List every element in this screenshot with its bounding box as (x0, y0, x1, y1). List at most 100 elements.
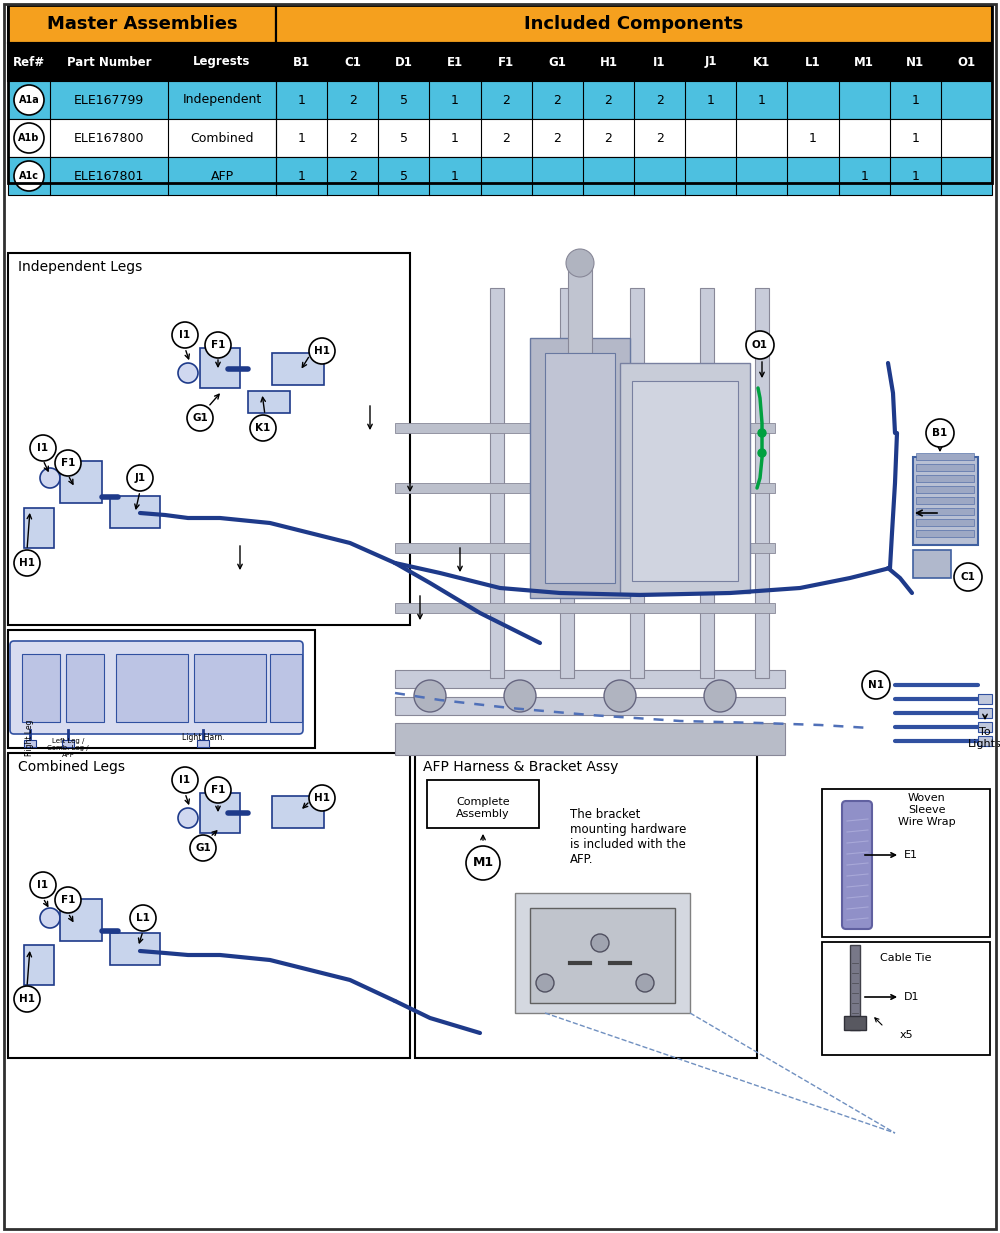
Bar (8, 120, 992, 157)
Circle shape (190, 835, 216, 861)
Circle shape (536, 974, 554, 993)
Bar (978, 694, 992, 704)
Bar (916, 508, 974, 515)
Text: N1: N1 (906, 55, 924, 69)
Bar (916, 519, 974, 526)
Text: L1: L1 (805, 55, 821, 69)
Text: 2: 2 (656, 94, 664, 106)
Bar (200, 348, 240, 388)
Circle shape (250, 416, 276, 441)
Circle shape (30, 435, 56, 461)
Text: 2: 2 (656, 132, 664, 144)
Bar (272, 353, 324, 385)
Bar (8, 81, 992, 120)
Circle shape (636, 974, 654, 993)
Circle shape (309, 785, 335, 811)
Bar (632, 381, 738, 581)
Text: ELE167800: ELE167800 (74, 132, 144, 144)
Bar (395, 423, 775, 433)
Text: H1: H1 (19, 994, 35, 1004)
Text: AFP: AFP (210, 169, 234, 182)
Circle shape (205, 332, 231, 358)
Bar (620, 363, 750, 593)
Text: Right Leg: Right Leg (26, 720, 34, 756)
Bar (60, 899, 102, 941)
Text: Part Number: Part Number (67, 55, 151, 69)
Text: Left Leg /
Comb. Leg /
AFP: Left Leg / Comb. Leg / AFP (47, 739, 89, 758)
Text: ELE167799: ELE167799 (74, 94, 144, 106)
Bar (194, 653, 266, 723)
Bar (530, 907, 675, 1002)
Circle shape (40, 469, 60, 488)
Bar (490, 289, 504, 678)
Bar (530, 338, 630, 598)
Text: 1: 1 (758, 94, 766, 106)
Circle shape (172, 322, 198, 348)
Circle shape (30, 872, 56, 898)
Circle shape (14, 85, 44, 115)
Circle shape (14, 162, 44, 191)
Circle shape (127, 465, 153, 491)
Bar (24, 944, 54, 985)
Text: E1: E1 (904, 850, 918, 859)
Bar (395, 697, 785, 715)
Text: G1: G1 (548, 55, 566, 69)
Circle shape (187, 404, 213, 432)
Bar (978, 708, 992, 718)
Circle shape (862, 671, 890, 699)
Bar (24, 740, 36, 747)
Bar (916, 530, 974, 538)
Text: 1: 1 (911, 94, 919, 106)
Bar (427, 780, 539, 829)
Text: A1b: A1b (18, 133, 40, 143)
Text: AFP Harness & Bracket Assy: AFP Harness & Bracket Assy (423, 760, 618, 774)
Text: J1: J1 (704, 55, 717, 69)
Circle shape (746, 330, 774, 359)
Bar (850, 944, 860, 1030)
Text: 2: 2 (349, 94, 357, 106)
Circle shape (758, 429, 766, 436)
Circle shape (604, 681, 636, 711)
Bar (197, 740, 209, 747)
Bar (978, 736, 992, 746)
Bar (270, 653, 302, 723)
Bar (978, 723, 992, 732)
Text: 5: 5 (400, 169, 408, 182)
Text: Combined Legs: Combined Legs (18, 760, 125, 774)
Circle shape (466, 846, 500, 880)
Bar (395, 543, 775, 552)
Circle shape (414, 681, 446, 711)
Text: F1: F1 (498, 55, 514, 69)
Bar (916, 497, 974, 504)
Text: G1: G1 (192, 413, 208, 423)
Text: Combined: Combined (190, 132, 254, 144)
Text: 1: 1 (298, 169, 306, 182)
Circle shape (40, 907, 60, 928)
Bar (110, 933, 160, 965)
Bar (66, 653, 104, 723)
Text: 2: 2 (604, 94, 612, 106)
Bar (22, 653, 60, 723)
Text: L1: L1 (136, 912, 150, 924)
Bar (116, 653, 188, 723)
Text: 5: 5 (400, 94, 408, 106)
Text: The bracket
mounting hardware
is included with the
AFP.: The bracket mounting hardware is include… (570, 808, 686, 866)
Text: 2: 2 (349, 169, 357, 182)
Bar (916, 453, 974, 460)
Circle shape (926, 419, 954, 448)
Bar (913, 550, 951, 578)
Text: 1: 1 (911, 169, 919, 182)
Text: A1c: A1c (19, 171, 39, 181)
Text: 5: 5 (400, 132, 408, 144)
Text: Cable Tie: Cable Tie (880, 953, 932, 963)
Text: 1: 1 (860, 169, 868, 182)
Bar (8, 753, 410, 1058)
Text: 1: 1 (451, 132, 459, 144)
FancyBboxPatch shape (842, 801, 872, 928)
Circle shape (758, 449, 766, 457)
Text: E1: E1 (447, 55, 463, 69)
Text: Included Components: Included Components (524, 15, 744, 33)
Bar (515, 893, 690, 1014)
Circle shape (14, 123, 44, 153)
Bar (8, 630, 315, 748)
